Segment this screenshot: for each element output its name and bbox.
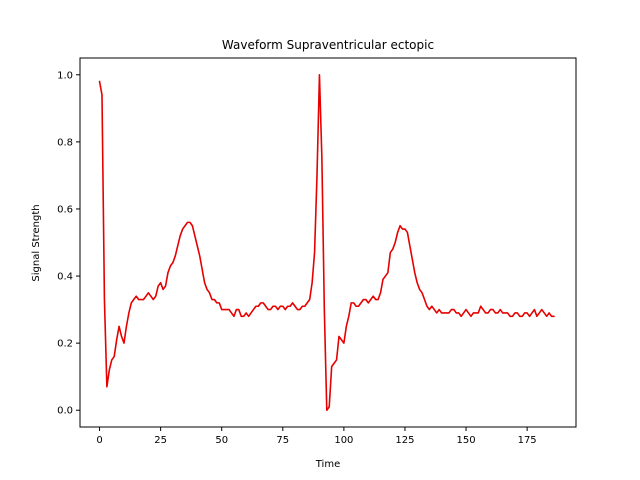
series-line xyxy=(98,73,555,412)
x-tick-label: 0 xyxy=(96,435,102,446)
x-tick-label: 75 xyxy=(276,435,289,446)
y-tick-label: 1.0 xyxy=(57,70,73,81)
x-tick-label: 100 xyxy=(334,435,353,446)
x-tick-label: 125 xyxy=(395,435,414,446)
y-tick-label: 0.4 xyxy=(57,272,73,283)
x-tick-label: 25 xyxy=(154,435,167,446)
x-axis: 0 25 50 75 100 125 150 175 xyxy=(96,427,537,446)
x-tick-label: 50 xyxy=(215,435,228,446)
x-tick-label: 150 xyxy=(457,435,476,446)
y-tick-label: 0.8 xyxy=(57,137,73,148)
chart-title: Waveform Supraventricular ectopic xyxy=(222,38,434,52)
x-tick-label: 175 xyxy=(518,435,537,446)
y-tick-label: 0.2 xyxy=(57,339,73,350)
y-axis-label: Signal Strength xyxy=(31,204,42,281)
plot-area xyxy=(80,58,576,427)
plot-frame xyxy=(79,57,577,428)
x-axis-label: Time xyxy=(315,459,340,470)
series-layer xyxy=(98,73,555,412)
y-axis: 0.0 0.2 0.4 0.6 0.8 1.0 xyxy=(57,70,80,417)
y-tick-label: 0.0 xyxy=(57,406,73,417)
y-tick-label: 0.6 xyxy=(57,204,73,215)
